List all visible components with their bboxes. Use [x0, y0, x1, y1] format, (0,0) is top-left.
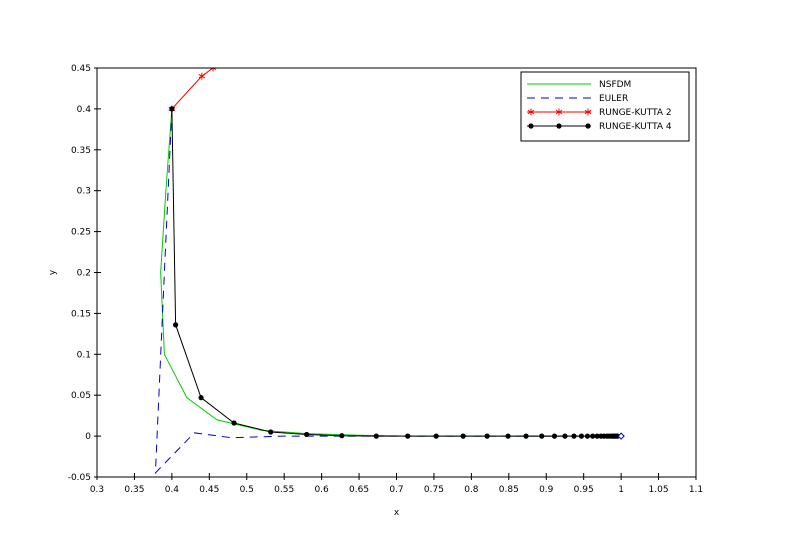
- legend-label: EULER: [599, 94, 628, 104]
- x-tick-label: 1.1: [689, 485, 703, 495]
- data-point: [268, 429, 274, 435]
- x-tick-label: 0.3: [90, 485, 104, 495]
- x-tick-label: 0.9: [539, 485, 554, 495]
- data-point: [433, 433, 439, 439]
- x-tick-label: 0.7: [389, 485, 403, 495]
- data-point: [209, 68, 217, 72]
- y-tick-label: 0.35: [71, 146, 91, 156]
- y-tick-label: 0.05: [71, 391, 91, 401]
- x-tick-label: 0.65: [349, 485, 369, 495]
- x-tick-label: 0.85: [499, 485, 519, 495]
- end-point-marker: [617, 432, 625, 440]
- x-tick-label: 0.4: [165, 485, 180, 495]
- y-axis-label: y: [48, 269, 58, 275]
- y-axis: -0.05 0 0.05 0.1 0.15 0.2 0.25 0.3 0.35 0.4 0.45: [68, 64, 101, 483]
- series-runge-kutta-4: [169, 106, 620, 439]
- data-point: [590, 433, 596, 439]
- x-tick-label: 0.45: [199, 485, 219, 495]
- x-tick-label: 0.5: [240, 485, 254, 495]
- y-tick-label: -0.05: [68, 473, 91, 483]
- y-tick-label: 0: [85, 432, 91, 442]
- x-tick-label: 0.6: [314, 485, 329, 495]
- legend-box: [520, 71, 690, 142]
- data-point: [484, 433, 490, 439]
- data-point: [584, 433, 591, 439]
- x-tick-label: 0.35: [124, 485, 144, 495]
- x-tick-label: 0.95: [574, 485, 594, 495]
- data-point: [594, 433, 600, 439]
- data-point: [169, 106, 175, 112]
- y-tick-label: 0.2: [77, 269, 91, 279]
- data-point: [571, 433, 577, 439]
- data-point: [539, 433, 545, 439]
- data-point: [373, 433, 379, 439]
- data-point: [551, 433, 558, 439]
- data-point: [173, 322, 179, 328]
- data-point: [562, 433, 568, 439]
- y-tick-label: 0.25: [71, 228, 91, 238]
- data-point: [614, 433, 620, 439]
- y-tick-label: 0.1: [77, 350, 91, 360]
- legend-label: NSFDM: [599, 80, 631, 90]
- data-point: [339, 433, 345, 439]
- data-point: [578, 433, 585, 439]
- x-tick-label: 1.05: [649, 485, 669, 495]
- y-tick-label: 0.4: [77, 105, 92, 115]
- y-tick-label: 0.15: [71, 309, 91, 319]
- x-tick-label: 1: [618, 485, 624, 495]
- y-tick-label: 0.45: [71, 64, 91, 74]
- x-tick-label: 0.8: [464, 485, 479, 495]
- data-point: [198, 72, 206, 80]
- legend: NSFDM EULER RUNGE-KUTTA 2 RUNGE-KUTTA 4: [520, 71, 690, 142]
- x-axis: 0.3 0.35 0.4 0.45 0.5 0.55 0.6 0.65 0.7 0.75 0.8 0.…: [90, 473, 703, 495]
- plot-area: [154, 68, 625, 475]
- legend-label: RUNGE-KUTTA 2: [599, 108, 672, 118]
- data-point: [198, 395, 204, 401]
- x-axis-label: x: [394, 508, 400, 518]
- data-point: [304, 431, 310, 438]
- data-point: [523, 433, 529, 439]
- data-point: [460, 433, 466, 439]
- data-point: [505, 433, 511, 439]
- legend-entry: NSFDM: [527, 80, 631, 90]
- x-tick-label: 0.55: [274, 485, 294, 495]
- legend-label: RUNGE-KUTTA 4: [599, 122, 672, 132]
- data-point: [231, 420, 237, 426]
- y-tick-label: 0.3: [77, 187, 91, 197]
- x-tick-label: 0.75: [424, 485, 444, 495]
- legend-entry: RUNGE-KUTTA 2: [527, 108, 672, 118]
- data-point: [405, 433, 411, 439]
- legend-entry: RUNGE-KUTTA 4: [527, 122, 672, 132]
- legend-entry: EULER: [527, 94, 628, 104]
